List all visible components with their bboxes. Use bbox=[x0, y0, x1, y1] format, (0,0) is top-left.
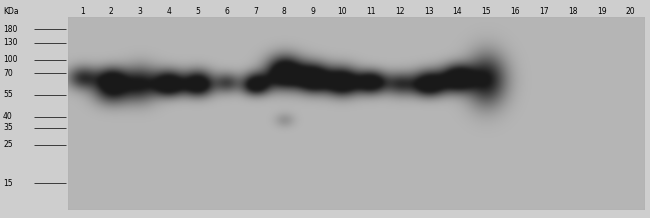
Text: 130: 130 bbox=[3, 38, 18, 47]
Text: 25: 25 bbox=[3, 140, 12, 150]
Text: 100: 100 bbox=[3, 55, 18, 65]
Text: 12: 12 bbox=[395, 7, 404, 17]
Text: 35: 35 bbox=[3, 123, 13, 132]
Text: 15: 15 bbox=[482, 7, 491, 17]
Text: 8: 8 bbox=[282, 7, 287, 17]
Text: 7: 7 bbox=[253, 7, 258, 17]
Text: KDa: KDa bbox=[3, 7, 19, 17]
Text: 14: 14 bbox=[452, 7, 462, 17]
Text: 20: 20 bbox=[626, 7, 636, 17]
Text: 9: 9 bbox=[311, 7, 316, 17]
Text: 6: 6 bbox=[224, 7, 229, 17]
Text: 18: 18 bbox=[568, 7, 578, 17]
Text: 17: 17 bbox=[540, 7, 549, 17]
Text: 180: 180 bbox=[3, 25, 18, 34]
Text: 1: 1 bbox=[80, 7, 84, 17]
Text: 2: 2 bbox=[109, 7, 114, 17]
Text: 13: 13 bbox=[424, 7, 434, 17]
Text: 16: 16 bbox=[510, 7, 520, 17]
Text: 40: 40 bbox=[3, 112, 13, 121]
Text: 3: 3 bbox=[138, 7, 142, 17]
Text: 19: 19 bbox=[597, 7, 606, 17]
Text: 5: 5 bbox=[196, 7, 200, 17]
Text: 55: 55 bbox=[3, 90, 13, 99]
Text: 11: 11 bbox=[366, 7, 376, 17]
Text: 15: 15 bbox=[3, 179, 12, 188]
Text: 4: 4 bbox=[166, 7, 172, 17]
Text: 70: 70 bbox=[3, 68, 13, 78]
Text: 10: 10 bbox=[337, 7, 347, 17]
